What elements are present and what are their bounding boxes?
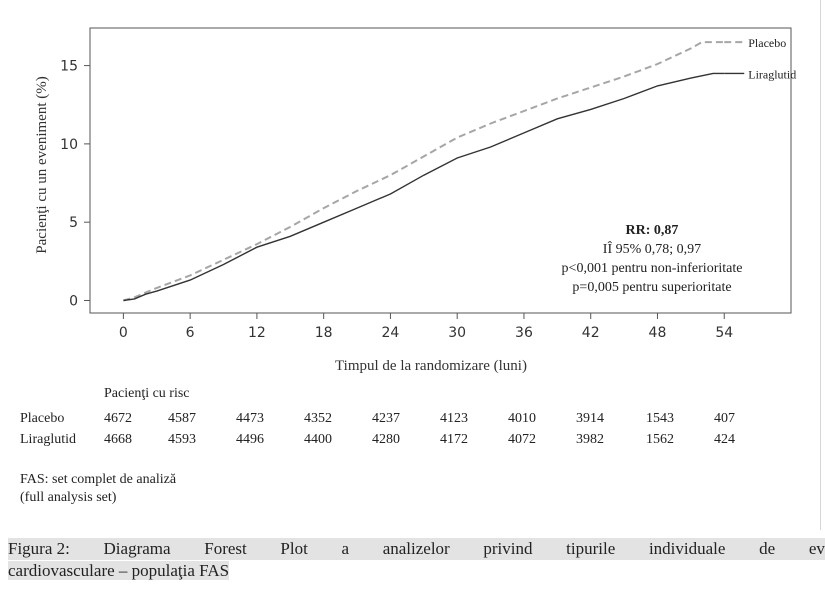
x-tick-label: 18 bbox=[315, 325, 333, 341]
y-tick-label: 15 bbox=[60, 59, 78, 75]
legend: Placebo Liraglutid bbox=[724, 36, 796, 81]
risk-cell: 4400 bbox=[304, 432, 332, 447]
risk-table-title: Pacienţi cu risc bbox=[104, 386, 190, 401]
caption-word: Diagrama bbox=[103, 539, 171, 558]
caption-word: Figura 2: bbox=[8, 539, 70, 558]
risk-cell: 4473 bbox=[236, 411, 264, 426]
risk-cell: 4072 bbox=[508, 432, 536, 447]
risk-cell: 3914 bbox=[576, 411, 604, 426]
x-tick-label: 12 bbox=[248, 325, 266, 341]
x-tick-label: 42 bbox=[582, 325, 600, 341]
risk-cell: 4672 bbox=[104, 411, 132, 426]
risk-cell: 4352 bbox=[304, 411, 332, 426]
caption-word: a bbox=[341, 539, 350, 558]
risk-cell: 4010 bbox=[508, 411, 536, 426]
caption-word: privind bbox=[483, 539, 533, 558]
risk-cell: 4280 bbox=[372, 432, 400, 447]
annotation-rr: RR: 0,87 bbox=[626, 223, 679, 238]
stats-annotation: RR: 0,87 IÎ 95% 0,78; 0,97 p<0,001 pentr… bbox=[562, 223, 743, 295]
caption-line-2: cardiovasculare – populaţia FAS bbox=[8, 561, 230, 580]
fas-note-line: (full analysis set) bbox=[20, 490, 117, 505]
legend-label-placebo: Placebo bbox=[748, 36, 786, 50]
x-tick-label: 36 bbox=[515, 325, 533, 341]
y-tick-label: 10 bbox=[60, 137, 78, 153]
risk-cell: 4496 bbox=[236, 432, 264, 447]
axis-ticks: 0 6 12 18 24 30 36 42 48 54 0 5 10 15 bbox=[60, 59, 733, 341]
risk-cell: 4123 bbox=[440, 411, 468, 426]
caption-word: ev bbox=[808, 539, 825, 558]
series-line-placebo bbox=[123, 41, 725, 302]
figure-caption: Figura 2: Diagrama Forest Plot a analizelor pr… bbox=[8, 538, 825, 582]
caption-line-1: Figura 2: Diagrama Forest Plot a analizelor pr… bbox=[8, 538, 825, 560]
fas-note-line: FAS: set complet de analiză bbox=[20, 472, 177, 487]
risk-cell: 4593 bbox=[168, 432, 196, 447]
x-tick-label: 0 bbox=[119, 325, 128, 341]
y-tick-label: 0 bbox=[69, 293, 78, 309]
caption-word: analizelor bbox=[382, 539, 450, 558]
caption-word: Forest bbox=[204, 539, 247, 558]
caption-word: tipurile bbox=[566, 539, 616, 558]
risk-cell: 407 bbox=[714, 411, 735, 426]
risk-cell: 424 bbox=[714, 432, 735, 447]
risk-cell: 1562 bbox=[646, 432, 674, 447]
caption-word: de bbox=[759, 539, 776, 558]
fas-note: FAS: set complet de analiză (full analys… bbox=[20, 471, 176, 507]
x-axis-title: Timpul de la randomizare (luni) bbox=[335, 358, 527, 374]
annotation-superiority: p=0,005 pentru superioritate bbox=[572, 280, 731, 295]
series-lines bbox=[123, 41, 725, 302]
risk-cell: 4668 bbox=[104, 432, 132, 447]
chart: 0 6 12 18 24 30 36 42 48 54 0 5 10 15 Placebo Liraglut… bbox=[34, 27, 796, 374]
page-margin-line bbox=[820, 0, 821, 530]
risk-cell: 1543 bbox=[646, 411, 674, 426]
caption-word: Plot bbox=[280, 539, 308, 558]
annotation-ci: IÎ 95% 0,78; 0,97 bbox=[603, 240, 701, 257]
y-tick-label: 5 bbox=[69, 215, 78, 231]
series-line-liraglutid bbox=[123, 72, 725, 302]
risk-cell: 4587 bbox=[168, 411, 196, 426]
plot-frame bbox=[89, 27, 792, 314]
risk-cell: 4172 bbox=[440, 432, 468, 447]
x-tick-label: 54 bbox=[715, 325, 733, 341]
annotation-noninferiority: p<0,001 pentru non-inferioritate bbox=[562, 261, 743, 276]
risk-row-name: Liraglutid bbox=[20, 432, 76, 447]
x-tick-label: 6 bbox=[186, 325, 195, 341]
legend-label-liraglutid: Liraglutid bbox=[748, 67, 796, 81]
caption-word: individuale bbox=[648, 539, 726, 558]
y-axis-title: Pacienţi cu un eveniment (%) bbox=[34, 76, 50, 253]
x-tick-label: 48 bbox=[649, 325, 667, 341]
x-tick-label: 24 bbox=[382, 325, 400, 341]
x-tick-label: 30 bbox=[448, 325, 466, 341]
risk-cell: 4237 bbox=[372, 411, 400, 426]
risk-cell: 3982 bbox=[576, 432, 604, 447]
risk-row-name: Placebo bbox=[20, 411, 65, 426]
